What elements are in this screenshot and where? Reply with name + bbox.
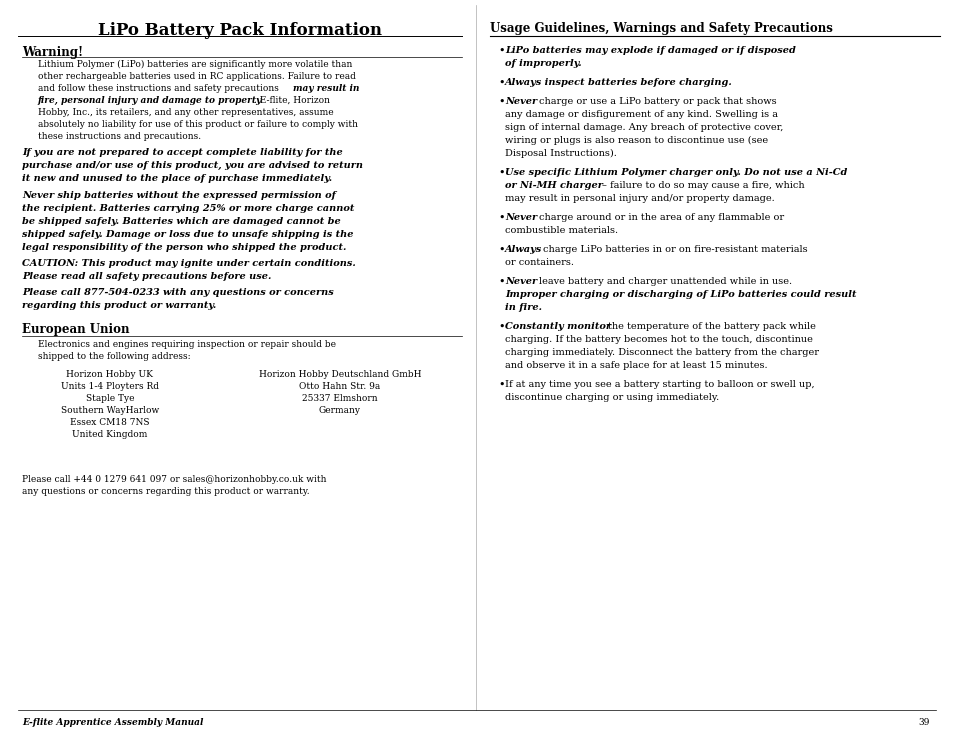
Text: Please call +44 0 1279 641 097 or sales@horizonhobby.co.uk with: Please call +44 0 1279 641 097 or sales@… (22, 475, 326, 484)
Text: Horizon Hobby UK: Horizon Hobby UK (67, 370, 153, 379)
Text: Southern WayHarlow: Southern WayHarlow (61, 406, 159, 415)
Text: charging immediately. Disconnect the battery from the charger: charging immediately. Disconnect the bat… (504, 348, 818, 357)
Text: If you are not prepared to accept complete liability for the: If you are not prepared to accept comple… (22, 148, 342, 157)
Text: . E-flite, Horizon: . E-flite, Horizon (253, 96, 330, 105)
Text: •: • (497, 380, 504, 390)
Text: fire, personal injury and damage to property: fire, personal injury and damage to prop… (38, 96, 262, 105)
Text: •: • (497, 168, 504, 178)
Text: European Union: European Union (22, 323, 130, 336)
Text: •: • (497, 277, 504, 287)
Text: If at any time you see a battery starting to balloon or swell up,: If at any time you see a battery startin… (504, 380, 814, 389)
Text: Never: Never (504, 277, 537, 286)
Text: Always: Always (504, 245, 541, 254)
Text: shipped safely. Damage or loss due to unsafe shipping is the: shipped safely. Damage or loss due to un… (22, 230, 354, 239)
Text: – failure to do so may cause a fire, which: – failure to do so may cause a fire, whi… (601, 181, 803, 190)
Text: wiring or plugs is also reason to discontinue use (see: wiring or plugs is also reason to discon… (504, 136, 767, 145)
Text: United Kingdom: United Kingdom (72, 430, 148, 439)
Text: or containers.: or containers. (504, 258, 574, 267)
Text: purchase and/or use of this product, you are advised to return: purchase and/or use of this product, you… (22, 161, 363, 170)
Text: •: • (497, 322, 504, 332)
Text: Otto Hahn Str. 9a: Otto Hahn Str. 9a (299, 382, 380, 391)
Text: charging. If the battery becomes hot to the touch, discontinue: charging. If the battery becomes hot to … (504, 335, 812, 344)
Text: Improper charging or discharging of LiPo batteries could result: Improper charging or discharging of LiPo… (504, 290, 856, 299)
Text: Essex CM18 7NS: Essex CM18 7NS (71, 418, 150, 427)
Text: •: • (497, 78, 504, 88)
Text: regarding this product or warranty.: regarding this product or warranty. (22, 301, 216, 310)
Text: legal responsibility of the person who shipped the product.: legal responsibility of the person who s… (22, 243, 346, 252)
Text: 25337 Elmshorn: 25337 Elmshorn (302, 394, 377, 403)
Text: and follow these instructions and safety precautions: and follow these instructions and safety… (38, 84, 281, 93)
Text: be shipped safely. Batteries which are damaged cannot be: be shipped safely. Batteries which are d… (22, 217, 340, 226)
Text: •: • (497, 213, 504, 223)
Text: the recipient. Batteries carrying 25% or more charge cannot: the recipient. Batteries carrying 25% or… (22, 204, 354, 213)
Text: 39: 39 (918, 718, 929, 727)
Text: Warning!: Warning! (22, 46, 83, 59)
Text: LiPo Battery Pack Information: LiPo Battery Pack Information (98, 22, 381, 39)
Text: discontinue charging or using immediately.: discontinue charging or using immediatel… (504, 393, 719, 402)
Text: in fire.: in fire. (504, 303, 541, 312)
Text: it new and unused to the place of purchase immediately.: it new and unused to the place of purcha… (22, 174, 332, 183)
Text: •: • (497, 97, 504, 107)
Text: of improperly.: of improperly. (504, 59, 581, 68)
Text: Germany: Germany (318, 406, 360, 415)
Text: Use specific Lithium Polymer charger only. Do not use a Ni-Cd: Use specific Lithium Polymer charger onl… (504, 168, 846, 177)
Text: any questions or concerns regarding this product or warranty.: any questions or concerns regarding this… (22, 487, 310, 496)
Text: absolutely no liability for use of this product or failure to comply with: absolutely no liability for use of this … (38, 120, 357, 129)
Text: Always inspect batteries before charging.: Always inspect batteries before charging… (504, 78, 732, 87)
Text: CAUTION: This product may ignite under certain conditions.: CAUTION: This product may ignite under c… (22, 259, 355, 268)
Text: any damage or disfigurement of any kind. Swelling is a: any damage or disfigurement of any kind.… (504, 110, 778, 119)
Text: Usage Guidelines, Warnings and Safety Precautions: Usage Guidelines, Warnings and Safety Pr… (490, 22, 832, 35)
Text: other rechargeable batteries used in RC applications. Failure to read: other rechargeable batteries used in RC … (38, 72, 355, 81)
Text: charge around or in the area of any flammable or: charge around or in the area of any flam… (538, 213, 783, 222)
Text: Electronics and engines requiring inspection or repair should be: Electronics and engines requiring inspec… (38, 340, 335, 349)
Text: charge or use a LiPo battery or pack that shows: charge or use a LiPo battery or pack tha… (538, 97, 776, 106)
Text: combustible materials.: combustible materials. (504, 226, 618, 235)
Text: •: • (497, 46, 504, 56)
Text: Horizon Hobby Deutschland GmbH: Horizon Hobby Deutschland GmbH (258, 370, 421, 379)
Text: Staple Tye: Staple Tye (86, 394, 134, 403)
Text: shipped to the following address:: shipped to the following address: (38, 352, 191, 361)
Text: Lithium Polymer (LiPo) batteries are significantly more volatile than: Lithium Polymer (LiPo) batteries are sig… (38, 60, 352, 69)
Text: Please read all safety precautions before use.: Please read all safety precautions befor… (22, 272, 271, 281)
Text: LiPo batteries may explode if damaged or if disposed: LiPo batteries may explode if damaged or… (504, 46, 795, 55)
Text: or Ni-MH charger: or Ni-MH charger (504, 181, 602, 190)
Text: charge LiPo batteries in or on fire-resistant materials: charge LiPo batteries in or on fire-resi… (542, 245, 807, 254)
Text: Disposal Instructions).: Disposal Instructions). (504, 149, 617, 158)
Text: Never: Never (504, 213, 537, 222)
Text: leave battery and charger unattended while in use.: leave battery and charger unattended whi… (538, 277, 791, 286)
Text: may result in: may result in (293, 84, 359, 93)
Text: the temperature of the battery pack while: the temperature of the battery pack whil… (607, 322, 815, 331)
Text: and observe it in a safe place for at least 15 minutes.: and observe it in a safe place for at le… (504, 361, 767, 370)
Text: •: • (497, 245, 504, 255)
Text: these instructions and precautions.: these instructions and precautions. (38, 132, 201, 141)
Text: may result in personal injury and/or property damage.: may result in personal injury and/or pro… (504, 194, 774, 203)
Text: Units 1-4 Ployters Rd: Units 1-4 Ployters Rd (61, 382, 159, 391)
Text: Constantly monitor: Constantly monitor (504, 322, 610, 331)
Text: Never ship batteries without the expressed permission of: Never ship batteries without the express… (22, 191, 335, 200)
Text: E-flite Apprentice Assembly Manual: E-flite Apprentice Assembly Manual (22, 718, 203, 727)
Text: Please call 877-504-0233 with any questions or concerns: Please call 877-504-0233 with any questi… (22, 288, 334, 297)
Text: sign of internal damage. Any breach of protective cover,: sign of internal damage. Any breach of p… (504, 123, 782, 132)
Text: Hobby, Inc., its retailers, and any other representatives, assume: Hobby, Inc., its retailers, and any othe… (38, 108, 334, 117)
Text: Never: Never (504, 97, 537, 106)
